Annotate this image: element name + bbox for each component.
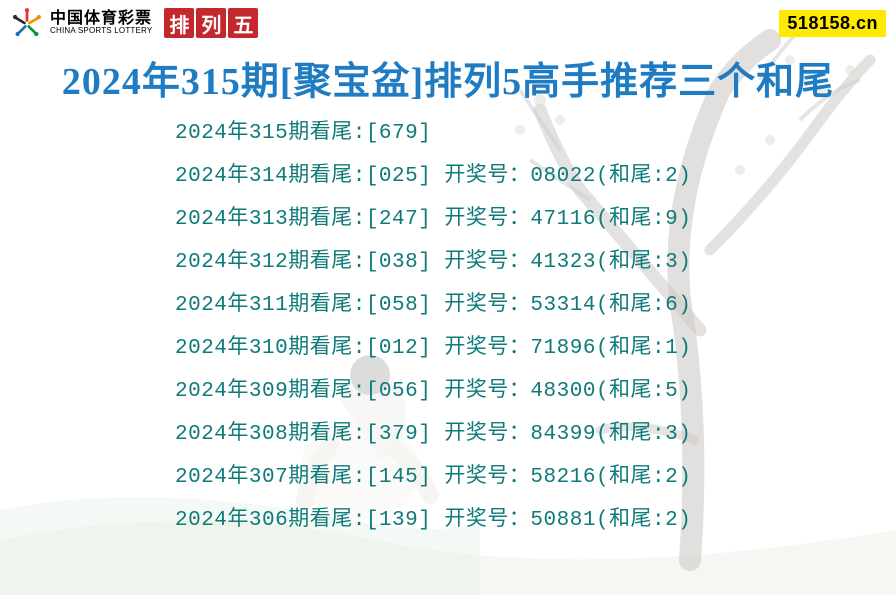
header: 中国体育彩票 CHINA SPORTS LOTTERY 排 列 五 518158… xyxy=(0,0,896,42)
page-title: 2024年315期[聚宝盆]排列5高手推荐三个和尾 xyxy=(0,50,896,105)
prediction-row: 2024年310期看尾:[012] 开奖号：71896(和尾:1) xyxy=(175,338,896,359)
lottery-logo-icon xyxy=(10,6,44,40)
prediction-row: 2024年311期看尾:[058] 开奖号：53314(和尾:6) xyxy=(175,295,896,316)
prediction-row: 2024年314期看尾:[025] 开奖号：08022(和尾:2) xyxy=(175,166,896,187)
prediction-list: 2024年315期看尾:[679] 2024年314期看尾:[025] 开奖号：0… xyxy=(0,123,896,531)
prediction-row: 2024年312期看尾:[038] 开奖号：41323(和尾:3) xyxy=(175,252,896,273)
logo-area: 中国体育彩票 CHINA SPORTS LOTTERY 排 列 五 xyxy=(10,6,258,40)
prediction-row: 2024年307期看尾:[145] 开奖号：58216(和尾:2) xyxy=(175,467,896,488)
logo-text: 中国体育彩票 CHINA SPORTS LOTTERY xyxy=(50,11,152,35)
prediction-row: 2024年309期看尾:[056] 开奖号：48300(和尾:5) xyxy=(175,381,896,402)
lottery-char: 排 xyxy=(164,8,194,38)
logo-en-text: CHINA SPORTS LOTTERY xyxy=(50,27,152,35)
prediction-row: 2024年308期看尾:[379] 开奖号：84399(和尾:3) xyxy=(175,424,896,445)
logo-cn-text: 中国体育彩票 xyxy=(50,11,152,27)
prediction-row: 2024年313期看尾:[247] 开奖号：47116(和尾:9) xyxy=(175,209,896,230)
prediction-row: 2024年306期看尾:[139] 开奖号：50881(和尾:2) xyxy=(175,510,896,531)
lottery-char: 五 xyxy=(228,8,258,38)
lottery-char: 列 xyxy=(196,8,226,38)
prediction-row: 2024年315期看尾:[679] xyxy=(175,123,896,144)
lottery-name: 排 列 五 xyxy=(164,8,258,38)
site-badge: 518158.cn xyxy=(779,10,886,37)
